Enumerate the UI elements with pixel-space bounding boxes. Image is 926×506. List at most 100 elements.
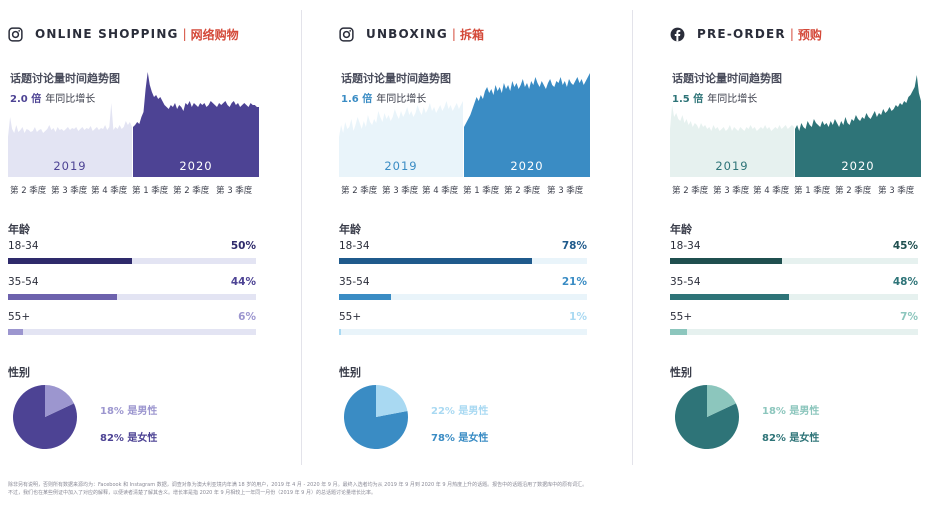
growth-stat: 1.5 倍年同比增长 [672, 90, 757, 105]
age-bar-track [339, 258, 587, 264]
age-percent: 78% [561, 240, 587, 252]
female-share-label: 78% 是女性 [431, 433, 489, 444]
gender-pie-chart [674, 385, 739, 449]
age-heading: 年龄 [339, 223, 361, 236]
quarter-tick-label: 第 2 季度 [10, 186, 47, 196]
age-bar-track [8, 258, 256, 264]
pie-slice-female [343, 385, 408, 449]
growth-value: 1.5 倍 [672, 94, 704, 105]
age-bar-track [670, 294, 918, 300]
gender-heading: 性别 [339, 366, 361, 379]
panel-divider [301, 10, 302, 465]
area-series-2020 [464, 73, 590, 177]
panel-1: ONLINE SHOPPING | 网络购物话题讨论量时间趋势图 2.0 倍年同比增长… [8, 0, 263, 470]
age-row: 18-34 50% [8, 240, 256, 270]
quarter-tick-label: 第 3 季度 [878, 186, 915, 196]
year-label-2019: 2019 [715, 159, 748, 173]
quarter-tick-label: 第 3 季度 [382, 186, 419, 196]
title-english: ONLINE SHOPPING [35, 27, 179, 41]
age-group-label: 18-34 [8, 240, 39, 252]
instagram-icon [339, 26, 354, 42]
title-chinese: 预购 [797, 27, 822, 42]
age-percent: 21% [561, 276, 587, 288]
title-chinese: 网络购物 [190, 27, 239, 42]
age-bar-track [8, 329, 256, 335]
age-group-label: 35-54 [339, 276, 370, 288]
quarter-axis: 第 2 季度第 3 季度第 4 季度第 1 季度第 2 季度第 3 季度 [10, 184, 262, 198]
growth-stat: 1.6 倍年同比增长 [341, 90, 426, 105]
gender-heading: 性别 [8, 366, 30, 379]
quarter-tick-label: 第 2 季度 [672, 186, 709, 196]
age-percent: 1% [569, 311, 587, 323]
age-heading: 年龄 [670, 223, 692, 236]
age-percent: 44% [230, 276, 256, 288]
age-heading: 年龄 [8, 223, 30, 236]
age-bar-fill [670, 258, 782, 264]
age-row: 18-34 78% [339, 240, 587, 270]
age-percent: 48% [892, 276, 918, 288]
age-bar-track [339, 294, 587, 300]
quarter-tick-label: 第 3 季度 [547, 186, 584, 196]
age-row: 35-54 21% [339, 276, 587, 306]
growth-text: 年同比增长 [45, 94, 96, 105]
male-share-label: 18% 是男性 [100, 406, 158, 417]
age-row: 55+ 1% [339, 311, 587, 341]
gender-heading: 性别 [670, 366, 692, 379]
area-series-2019 [339, 101, 463, 177]
age-percent: 50% [230, 240, 256, 252]
year-label-2019: 2019 [384, 159, 417, 173]
quarter-tick-label: 第 4 季度 [753, 186, 790, 196]
panel-title: UNBOXING | 拆箱 [339, 24, 484, 44]
quarter-tick-label: 第 1 季度 [132, 186, 169, 196]
age-group-label: 18-34 [339, 240, 370, 252]
title-english: UNBOXING [366, 27, 448, 41]
age-group-label: 55+ [339, 311, 362, 323]
trend-label: 话题讨论量时间趋势图 [341, 72, 451, 85]
trend-label: 话题讨论量时间趋势图 [672, 72, 782, 85]
age-bar-fill [8, 258, 132, 264]
quarter-tick-label: 第 2 季度 [835, 186, 872, 196]
quarter-tick-label: 第 1 季度 [463, 186, 500, 196]
area-series-2020 [795, 75, 921, 177]
footnote-line: 不过，我们也在某些例证中加入了对应的解释，以便读者清楚了解其含义。增长率是指 2… [8, 490, 376, 496]
quarter-tick-label: 第 2 季度 [341, 186, 378, 196]
growth-text: 年同比增长 [376, 94, 427, 105]
growth-stat: 2.0 倍年同比增长 [10, 90, 95, 105]
age-row: 18-34 45% [670, 240, 918, 270]
footnote: 除非另有说明，否则所有数据来源均为：Facebook 和 Instagram 数… [8, 481, 908, 497]
title-separator: | [789, 27, 794, 41]
age-bar-fill [8, 294, 118, 300]
quarter-axis: 第 2 季度第 3 季度第 4 季度第 1 季度第 2 季度第 3 季度 [672, 184, 924, 198]
quarter-tick-label: 第 1 季度 [794, 186, 831, 196]
age-bar-fill [670, 294, 790, 300]
pie-slice-female [674, 385, 739, 449]
quarter-tick-label: 第 3 季度 [216, 186, 253, 196]
area-series-2019 [670, 105, 794, 177]
age-row: 55+ 7% [670, 311, 918, 341]
year-label-2020: 2020 [179, 159, 212, 173]
panel-2: UNBOXING | 拆箱 话题讨论量时间趋势图 1.6 倍年同比增长 2019 2020 第… [339, 0, 594, 470]
area-series-2019 [8, 103, 132, 177]
age-row: 35-54 48% [670, 276, 918, 306]
age-bar-track [339, 329, 587, 335]
age-percent: 7% [900, 311, 918, 323]
age-bar-track [670, 329, 918, 335]
quarter-tick-label: 第 4 季度 [91, 186, 128, 196]
instagram-icon [8, 26, 23, 42]
growth-value: 2.0 倍 [10, 94, 42, 105]
facebook-icon [670, 27, 685, 41]
age-group-label: 35-54 [670, 276, 701, 288]
title-separator: | [182, 27, 187, 41]
trend-area-chart: 2019 2020 [8, 72, 259, 177]
age-percent: 45% [892, 240, 918, 252]
panel-title: ONLINE SHOPPING | 网络购物 [8, 24, 239, 44]
female-share-label: 82% 是女性 [100, 433, 158, 444]
quarter-tick-label: 第 2 季度 [504, 186, 541, 196]
title-chinese: 拆箱 [459, 27, 484, 42]
trend-label: 话题讨论量时间趋势图 [10, 72, 120, 85]
age-group-label: 55+ [670, 311, 693, 323]
panel-title: PRE-ORDER | 预购 [670, 24, 822, 44]
growth-text: 年同比增长 [707, 94, 758, 105]
quarter-axis: 第 2 季度第 3 季度第 4 季度第 1 季度第 2 季度第 3 季度 [341, 184, 593, 198]
panel-divider [632, 10, 633, 465]
